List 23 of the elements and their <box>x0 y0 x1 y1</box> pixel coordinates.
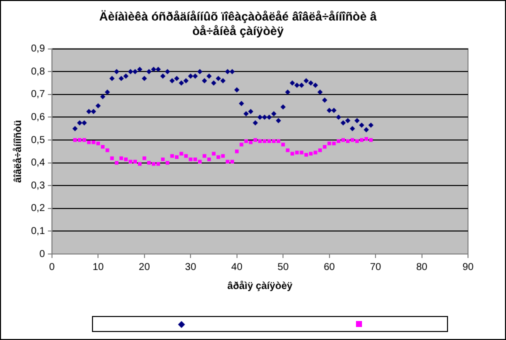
y-tick-label: 0,1 <box>30 226 46 237</box>
y-tick-label: 0,9 <box>30 44 46 55</box>
x-axis-title: âðåìÿ çàíÿòèÿ <box>227 280 293 292</box>
y-tick-label: 0 <box>39 248 46 260</box>
x-tick-label: 60 <box>324 262 336 273</box>
x-tick-label: 10 <box>92 262 104 273</box>
y-tick-label: 0,6 <box>30 112 46 123</box>
chart-title: Äèíàìèêà óñðåäíåííûõ ïîêàçàòåëåé âîâëå÷åííîñòè â òå÷åíèå çàíÿòèÿ <box>99 10 378 38</box>
x-tick-label: 80 <box>416 262 428 273</box>
y-axis-title: âîâëå÷åííîñòü <box>12 120 24 183</box>
y-tick-label: 0,2 <box>30 203 46 214</box>
x-tick-label: 50 <box>278 262 290 273</box>
x-tick-label: 70 <box>370 262 382 273</box>
y-tick-label: 0,8 <box>30 66 46 78</box>
x-tick-label: 20 <box>138 262 150 273</box>
x-tick-label: 30 <box>185 262 197 273</box>
y-tick-label: 0,5 <box>30 134 46 146</box>
x-tick-label: 90 <box>462 262 474 273</box>
y-tick-label: 0,4 <box>30 158 46 169</box>
x-tick-label: 0 <box>49 262 56 273</box>
y-tick-label: 0,3 <box>30 180 46 192</box>
x-tick-label: 40 <box>231 262 243 273</box>
y-tick-label: 0,7 <box>30 89 46 100</box>
